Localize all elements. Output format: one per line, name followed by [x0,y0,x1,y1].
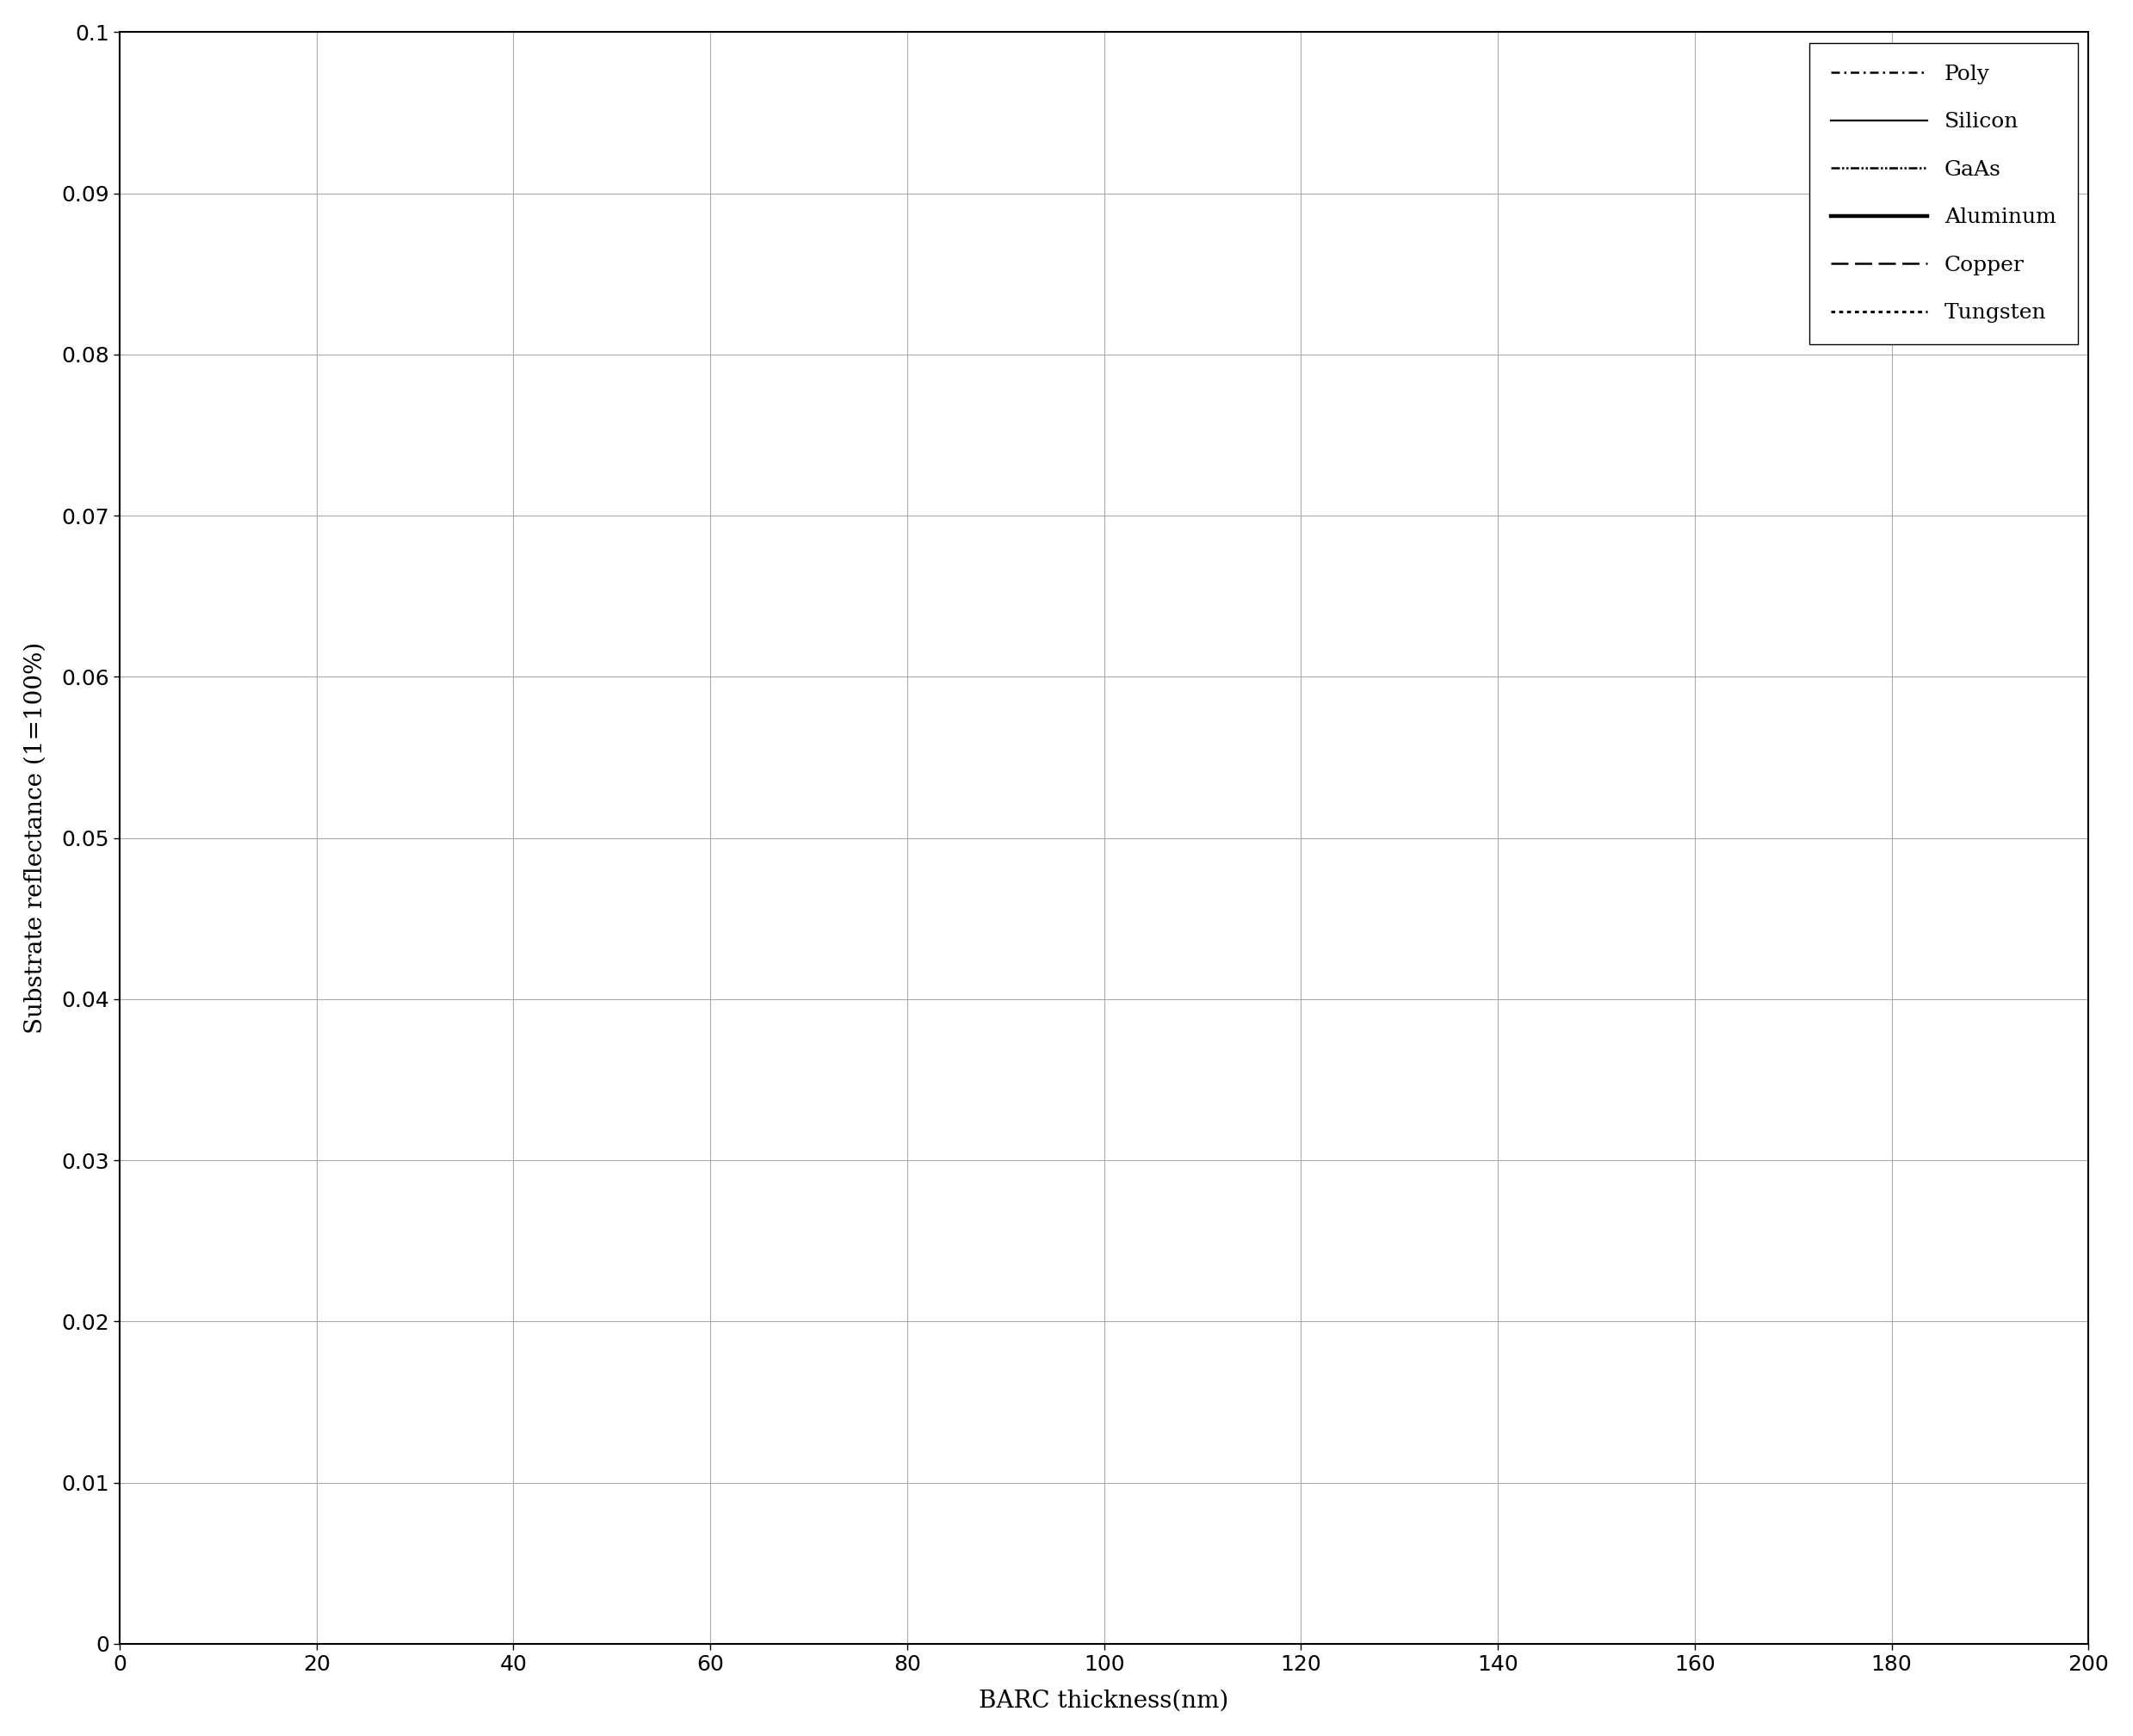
Legend: Poly, Silicon, GaAs, Aluminum, Copper, Tungsten: Poly, Silicon, GaAs, Aluminum, Copper, T… [1809,43,2078,344]
Y-axis label: Substrate reflectance (1=100%): Substrate reflectance (1=100%) [23,642,47,1035]
X-axis label: BARC thickness(nm): BARC thickness(nm) [979,1689,1229,1712]
